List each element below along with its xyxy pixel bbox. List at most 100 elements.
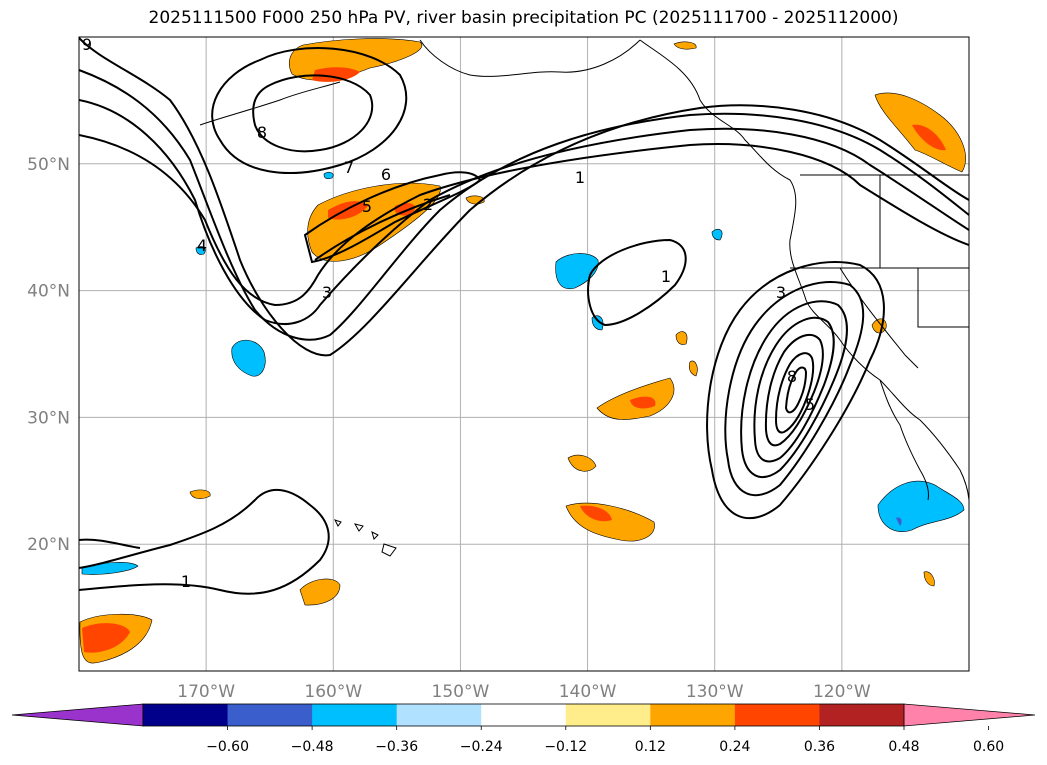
pv-contour (724, 280, 865, 497)
lon-tick-label: 160°W (304, 682, 362, 702)
pv-contour (211, 47, 408, 174)
contour-label: 3 (776, 283, 786, 302)
map-panel (79, 37, 969, 671)
precip-blob (195, 246, 206, 255)
precip-shading-negative (81, 172, 965, 575)
colorbar: −0.60 −0.48 −0.36 −0.24 −0.12 0.12 0.24 0.36 0.4… (11, 703, 1036, 755)
precip-blob (567, 454, 597, 472)
contour-label: 1 (181, 572, 191, 591)
contour-label: 4 (197, 236, 207, 255)
lon-tick-label: 120°W (813, 682, 871, 702)
precip-blob (675, 331, 688, 345)
lat-tick-label: 30°N (27, 408, 70, 428)
precip-blob (923, 571, 935, 587)
colorbar-tick-label: −0.36 (375, 739, 418, 755)
colorbar-extend-low (11, 703, 144, 727)
lat-tick-label: 50°N (27, 155, 70, 175)
contour-label: 5 (805, 395, 815, 414)
precip-blob (711, 228, 723, 241)
colorbar-tick-label: 0.12 (635, 739, 666, 755)
colorbar-tick-label: −0.48 (291, 739, 334, 755)
pv-contour (753, 316, 835, 463)
precip-blob (912, 124, 946, 151)
colorbar-tick-label: 0.24 (719, 739, 750, 755)
pv-contour (740, 300, 848, 479)
pv-contour (79, 37, 969, 357)
colorbar-tick-label: −0.12 (544, 739, 587, 755)
pv-contour (252, 74, 373, 153)
chart-title: 2025111500 F000 250 hPa PV, river basin … (148, 8, 899, 28)
lon-tick-label: 140°W (559, 682, 617, 702)
contour-label: 5 (362, 197, 372, 216)
north-america-coast (639, 39, 969, 501)
precip-blob (189, 489, 211, 499)
colorbar-tick-label: −0.60 (206, 739, 249, 755)
colorbar-swatch (565, 704, 651, 726)
contour-label: 8 (257, 123, 267, 142)
precip-blob (580, 505, 612, 522)
lat-tick-label: 40°N (27, 282, 70, 302)
pv-contour (784, 366, 808, 414)
colorbar-tick-label: 0.48 (888, 739, 919, 755)
colorbar-frame (142, 703, 905, 727)
pv-contour (314, 194, 451, 261)
pv-contour (79, 134, 969, 307)
colorbar-swatch (227, 704, 313, 726)
axis-labels: 170°W 160°W 150°W 140°W 130°W 120°W 20°N 30°N 40… (27, 155, 871, 702)
contour-label: 7 (344, 158, 354, 177)
contour-label: 1 (575, 168, 585, 187)
hawaii (334, 519, 397, 557)
map-frame (78, 36, 970, 672)
state-border (839, 267, 919, 369)
lat-tick-label: 20°N (27, 535, 70, 555)
lon-tick-label: 170°W (177, 682, 235, 702)
precip-blob (673, 41, 697, 50)
colorbar-tick-label: 0.60 (973, 739, 1004, 755)
pv-contour (587, 238, 687, 327)
precip-blob (312, 67, 360, 82)
pv-contour (764, 333, 824, 447)
baja-california (879, 379, 929, 501)
colorbar-swatch (650, 704, 736, 726)
precip-blob (82, 623, 130, 653)
alaska-coast (419, 39, 641, 77)
colorbar-swatch (143, 704, 229, 726)
precip-blob (896, 517, 902, 526)
precip-blob (299, 578, 341, 606)
colorbar-swatch (734, 704, 820, 726)
pv-contours (79, 37, 969, 595)
pv-contour (79, 99, 969, 325)
contour-label: 1 (661, 267, 671, 286)
colorbar-swatch (312, 704, 398, 726)
colorbar-tick-label: 0.36 (804, 739, 835, 755)
contour-label: 2 (423, 195, 433, 214)
contour-label: 3 (322, 283, 332, 302)
precip-blob (555, 253, 599, 290)
lon-tick-label: 130°W (686, 682, 744, 702)
colorbar-swatch (819, 704, 905, 726)
precip-blob (323, 172, 334, 180)
gridlines (79, 37, 969, 671)
contour-label: 6 (381, 165, 391, 184)
state-border (917, 268, 969, 328)
pv-contour (706, 261, 885, 520)
island-chain (199, 81, 341, 126)
lon-tick-label: 150°W (432, 682, 490, 702)
pv-contour (303, 171, 482, 264)
colorbar-swatch (396, 704, 482, 726)
precip-blob (630, 396, 656, 409)
pv-contour (79, 69, 969, 341)
pv-contour (774, 352, 815, 434)
colorbar-extend-high (903, 703, 1036, 727)
contour-label: 9 (82, 35, 92, 54)
colorbar-tick-label: −0.24 (460, 739, 503, 755)
contour-label: 8 (787, 367, 797, 386)
precip-blob (688, 360, 698, 377)
pv-contour (79, 488, 330, 595)
colorbar-swatch (481, 704, 567, 726)
precip-blob (591, 315, 604, 331)
pv-contour (79, 538, 141, 549)
precip-blob (231, 339, 266, 377)
